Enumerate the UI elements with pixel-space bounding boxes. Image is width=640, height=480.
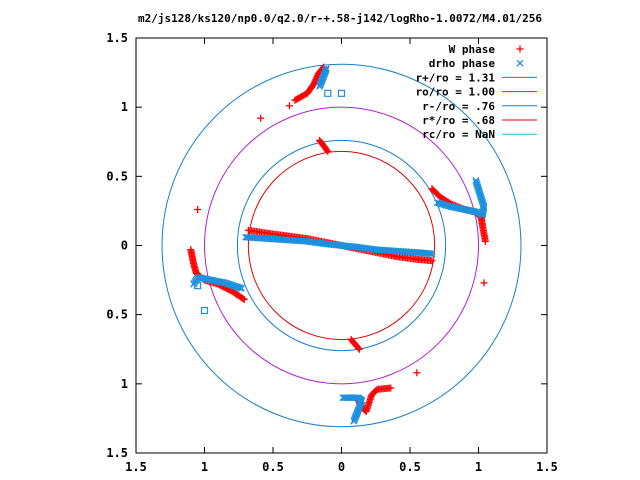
drho-phase-point: [322, 66, 330, 74]
circle-rminus: [236, 139, 447, 352]
drho-phase-point: [480, 203, 488, 211]
drho-phase-point: [474, 183, 482, 191]
x-tick-label: 1.5: [125, 460, 147, 474]
threshold-circles: [161, 63, 522, 428]
circle-rstar: [247, 150, 436, 341]
y-tick-label: 0: [121, 239, 128, 253]
square-marker: [337, 89, 346, 97]
square-marker: [324, 89, 332, 97]
drho-phase-point: [472, 177, 480, 184]
x-tick-label: 1.5: [536, 460, 558, 474]
drho-phase-point: [322, 64, 330, 72]
drho-phase-point: [236, 284, 244, 292]
x-tick-label: 1: [475, 460, 482, 474]
drho-phase-point: [425, 250, 433, 257]
drho-phase-point: [475, 186, 483, 194]
drho-phase-point: [238, 284, 245, 292]
drho-phase-point: [473, 208, 481, 216]
square-markers: [194, 89, 346, 315]
drho-phase-point: [472, 178, 480, 186]
drho-phase-point: [426, 250, 434, 258]
drho-phase-point: [476, 190, 484, 198]
y-tick-label: 1: [121, 377, 128, 391]
drho-phase-point: [476, 189, 484, 197]
drho-phase-point: [428, 250, 436, 258]
drho-phase-point: [479, 198, 486, 206]
drho-phase-point: [516, 59, 524, 67]
drho-phase-point: [233, 283, 241, 291]
x-tick-label: 1: [201, 460, 208, 474]
drho-phase-point: [478, 197, 486, 205]
drho-phase-point: [226, 280, 233, 288]
y-tick-label: 1.5: [106, 31, 128, 45]
drho-phase-point: [478, 195, 486, 203]
square-marker: [200, 306, 209, 315]
drho-phase-point: [340, 394, 348, 402]
drho-phase-point: [229, 281, 236, 289]
circle-rplus: [161, 63, 522, 428]
drho-phase-point: [232, 282, 239, 290]
x-tick-label: 0: [338, 460, 345, 474]
x-tick-label: 0.5: [262, 460, 284, 474]
y-tick-label: 0.5: [106, 308, 128, 322]
y-tick-label: 0.5: [106, 169, 128, 183]
x-axis-ticks: 1.5 1 0.5 0 0.5 1 1.5: [125, 38, 558, 474]
drho-phase-point: [227, 281, 235, 289]
legend-label: rc/ro = NaN: [422, 128, 495, 141]
legend-label: r-/ro = .76: [422, 100, 495, 113]
drho-phase-point: [342, 394, 350, 402]
drho-phase-point: [474, 184, 482, 192]
legend-label: r*/ro = .68: [422, 114, 495, 127]
drho-phase-point: [480, 201, 487, 209]
chart-title: m2/js128/ks120/np0.0/q2.0/r-+.58-j142/lo…: [138, 12, 542, 25]
drho-phase-series: [190, 64, 488, 425]
x-tick-label: 0.5: [399, 460, 421, 474]
y-tick-label: 1.5: [106, 446, 128, 460]
legend-label: r+/ro = 1.31: [416, 71, 496, 84]
square-marker: [194, 282, 202, 290]
y-axis-ticks: 1.5 1 0.5 0 0.5 1 1.5: [106, 31, 547, 460]
legend-label: ro/ro = 1.00: [416, 86, 495, 99]
drho-phase-point: [477, 192, 485, 200]
drho-phase-point: [473, 181, 481, 189]
drho-phase-point: [339, 394, 347, 402]
drho-phase-point: [471, 208, 479, 216]
drho-phase-point: [477, 194, 485, 201]
circle-ro: [204, 106, 479, 385]
drho-phase-point: [475, 187, 483, 195]
drho-phase-point: [235, 283, 242, 291]
drho-phase-point: [479, 200, 487, 208]
drho-phase-point: [473, 180, 481, 188]
data-series: [187, 63, 489, 425]
y-tick-label: 1: [121, 100, 128, 114]
drho-phase-point: [230, 282, 238, 290]
legend-label: W phase: [449, 43, 496, 56]
legend-label: drho phase: [429, 57, 496, 70]
